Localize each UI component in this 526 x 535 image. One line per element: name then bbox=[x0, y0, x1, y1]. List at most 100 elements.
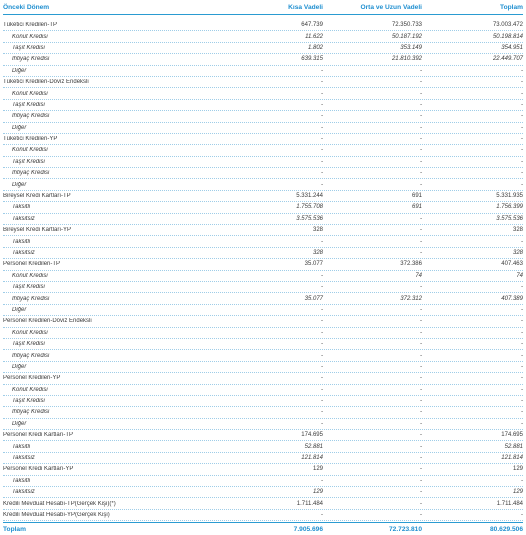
row-total: - bbox=[521, 375, 523, 382]
row-total: - bbox=[521, 147, 523, 154]
row-short-term: 328 bbox=[312, 227, 323, 234]
table-row: Taşıt Kredisi - - - bbox=[3, 157, 523, 169]
row-medium-long-term: 72.350.733 bbox=[391, 22, 422, 29]
row-label: İhtiyaç Kredisi bbox=[12, 295, 50, 302]
row-total: 5.331.935 bbox=[496, 193, 523, 200]
row-short-term: - bbox=[321, 352, 323, 359]
table-row: Personel Kredileri-Döviz Endeksli - - - bbox=[3, 316, 523, 328]
row-medium-long-term: - bbox=[420, 147, 422, 154]
row-total: - bbox=[521, 113, 523, 120]
row-short-term: - bbox=[321, 158, 323, 165]
table-row: Tüketici Kredileri-YP - - - bbox=[3, 134, 523, 146]
row-total: - bbox=[521, 409, 523, 416]
table-row: Taşıt Kredisi - - - bbox=[3, 100, 523, 112]
table-row: Taksitli - - - bbox=[3, 476, 523, 488]
table-row: Taksitli 1.755.708 691 1.756.399 bbox=[3, 202, 523, 214]
row-total: - bbox=[521, 398, 523, 405]
table-row: Diğer - - - bbox=[3, 179, 523, 191]
header-medium-long-term: Orta ve Uzun Vadeli bbox=[360, 3, 422, 11]
row-total: - bbox=[521, 329, 523, 336]
row-short-term: - bbox=[321, 329, 323, 336]
row-short-term: - bbox=[321, 511, 323, 518]
table-row: Taksitli - - - bbox=[3, 236, 523, 248]
row-short-term: 121.814 bbox=[301, 455, 323, 462]
row-medium-long-term: - bbox=[420, 250, 422, 256]
row-short-term: 52.881 bbox=[304, 443, 323, 450]
row-label: Taşıt Kredisi bbox=[12, 101, 45, 108]
table-row: Diğer - - - bbox=[3, 123, 523, 134]
row-medium-long-term: - bbox=[420, 101, 422, 108]
row-label: Tüketici Kredileri-TP bbox=[3, 22, 58, 29]
row-short-term: 35.077 bbox=[304, 261, 323, 268]
row-label: Bireysel Kredi Kartları-YP bbox=[3, 227, 72, 234]
row-label: Taşıt Kredisi bbox=[12, 398, 45, 405]
row-medium-long-term: - bbox=[420, 398, 422, 405]
row-medium-long-term: - bbox=[420, 409, 422, 416]
row-short-term: - bbox=[321, 341, 323, 348]
row-label: İhtiyaç Kredisi bbox=[12, 56, 50, 63]
table-row: İhtiyaç Kredisi - - - bbox=[3, 407, 523, 419]
row-medium-long-term: - bbox=[420, 215, 422, 222]
row-medium-long-term: - bbox=[420, 375, 422, 382]
row-short-term: 35.077 bbox=[304, 295, 323, 302]
row-label: Taşıt Kredisi bbox=[12, 158, 45, 165]
table-row: Konut Kredisi - - - bbox=[3, 385, 523, 396]
row-short-term: - bbox=[321, 136, 323, 143]
total-short-term: 7.905.696 bbox=[293, 525, 323, 533]
row-medium-long-term: - bbox=[420, 113, 422, 120]
row-short-term: - bbox=[321, 272, 323, 279]
row-medium-long-term: - bbox=[420, 238, 422, 245]
row-short-term: - bbox=[321, 170, 323, 177]
table-row: Diğer - - - bbox=[3, 362, 523, 374]
row-total: 328 bbox=[512, 227, 523, 234]
row-total: 50.198.814 bbox=[492, 33, 523, 40]
row-short-term: - bbox=[321, 386, 323, 393]
table-body: Tüketici Kredileri-TP 647.739 72.350.733 73… bbox=[3, 20, 523, 522]
row-total: 22.449.707 bbox=[492, 56, 523, 63]
row-medium-long-term: 372.386 bbox=[400, 261, 422, 268]
loans-table: Önceki Dönem Kısa Vadeli Orta ve Uzun Va… bbox=[3, 0, 523, 535]
row-short-term: - bbox=[321, 238, 323, 245]
table-row: Taşıt Kredisi - - - bbox=[3, 396, 523, 408]
row-label: Personel Kredileri-TP bbox=[3, 261, 61, 268]
row-label: Personel Kredileri-YP bbox=[3, 375, 61, 382]
total-row: Toplam 7.905.696 72.723.810 80.629.506 bbox=[3, 522, 523, 535]
row-label: Diğer bbox=[12, 363, 27, 370]
row-total: - bbox=[521, 238, 523, 245]
row-medium-long-term: 74 bbox=[415, 272, 422, 279]
row-short-term: - bbox=[321, 113, 323, 120]
row-total: - bbox=[521, 420, 523, 427]
row-short-term: - bbox=[321, 409, 323, 416]
row-short-term: - bbox=[321, 181, 323, 188]
row-short-term: 174.695 bbox=[301, 432, 323, 439]
row-medium-long-term: - bbox=[420, 318, 422, 325]
table-row: Personel Kredileri-TP 35.077 372.386 407.46… bbox=[3, 259, 523, 271]
row-medium-long-term: 691 bbox=[411, 204, 422, 211]
row-medium-long-term: 691 bbox=[411, 193, 422, 200]
row-short-term: - bbox=[321, 284, 323, 291]
row-label: Tüketici Kredileri-YP bbox=[3, 136, 58, 143]
total-label: Toplam bbox=[3, 525, 26, 533]
row-label: Taşıt Kredisi bbox=[12, 341, 45, 348]
row-label: Personel Kredi Kartları-TP bbox=[3, 432, 74, 439]
row-medium-long-term: - bbox=[420, 329, 422, 336]
row-short-term: 1.802 bbox=[307, 44, 323, 51]
row-label: Konut Kredisi bbox=[12, 329, 48, 336]
table-row: Bireysel Kredi Kartları-TP 5.331.244 691 5.… bbox=[3, 191, 523, 203]
row-total: - bbox=[521, 318, 523, 325]
row-label: Taşıt Kredisi bbox=[12, 44, 45, 51]
row-short-term: - bbox=[321, 420, 323, 427]
row-total: 129 bbox=[512, 489, 523, 496]
table-row: Tüketici Kredileri-TP 647.739 72.350.733 73… bbox=[3, 20, 523, 32]
row-medium-long-term: - bbox=[420, 443, 422, 450]
row-total: - bbox=[521, 477, 523, 484]
row-medium-long-term: - bbox=[420, 284, 422, 291]
table-row: Taksitsiz 129 - 129 bbox=[3, 487, 523, 499]
row-total: - bbox=[521, 101, 523, 108]
table-row: Taksitsiz 3.575.536 - 3.575.536 bbox=[3, 214, 523, 226]
table-row: Taksitsiz 328 - 328 bbox=[3, 248, 523, 260]
row-label: Konut Kredisi bbox=[12, 33, 48, 40]
row-short-term: - bbox=[321, 67, 323, 74]
row-label: İhtiyaç Kredisi bbox=[12, 113, 50, 120]
row-short-term: - bbox=[321, 147, 323, 154]
